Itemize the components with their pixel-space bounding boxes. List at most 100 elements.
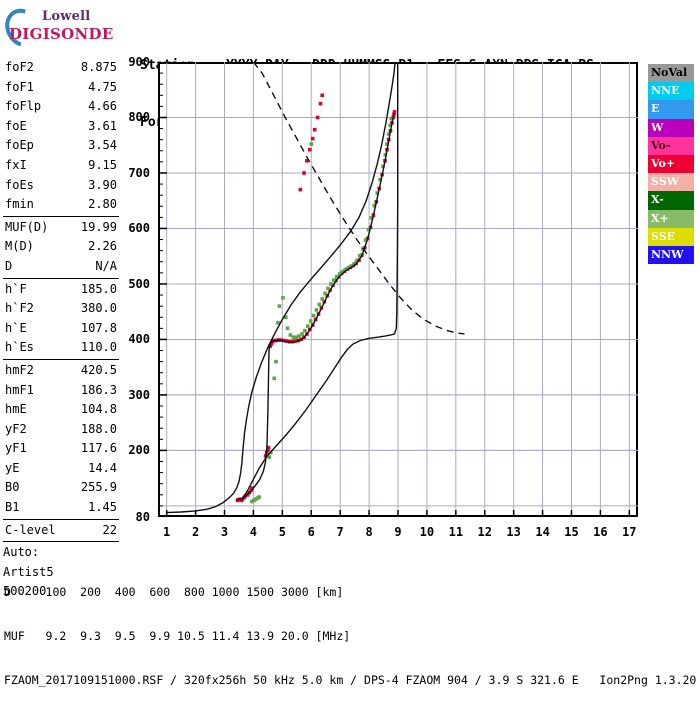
legend-swatch-x[interactable]: X- [648, 191, 694, 210]
param-key: D [5, 258, 13, 273]
param-value: 4.75 [88, 79, 117, 94]
param-auto-line: 500200 [3, 584, 47, 599]
param-key: hmF1 [5, 382, 34, 397]
param-value: 380.0 [80, 301, 117, 316]
param-key: yE [5, 460, 20, 475]
param-row-B1: B1 1.45 [3, 498, 119, 518]
param-value: 3.90 [88, 177, 117, 192]
legend-swatch-w[interactable]: W [648, 118, 694, 137]
param-key: C-level [5, 522, 56, 537]
ionogram-plot-canvas [158, 62, 638, 517]
param-value: 107.8 [80, 320, 117, 335]
param-key: fmin [5, 197, 34, 212]
param-key: M(D) [5, 239, 34, 254]
legend-swatch-noval[interactable]: NoVal [648, 64, 694, 83]
param-row-hF: h`F 185.0 [3, 280, 119, 300]
y-tick-label: 80 [135, 510, 150, 524]
param-value: 186.3 [80, 382, 117, 397]
param-auto-line: Artist5 [3, 564, 54, 579]
legend-swatch-sse[interactable]: SSE [648, 227, 694, 246]
param-key: yF2 [5, 421, 27, 436]
param-key: foF2 [5, 60, 34, 74]
param-value: 22 [102, 522, 117, 537]
param-key: foEp [5, 138, 34, 153]
param-value: 110.0 [80, 340, 117, 355]
param-row-D: D N/A [3, 257, 119, 277]
legend-swatch-nnw[interactable]: NNW [648, 245, 694, 265]
series-muf-3000-dashed-curve [252, 62, 465, 335]
param-value: 19.99 [80, 219, 117, 234]
y-tick-label: 400 [128, 332, 150, 347]
param-row-yE: yE 14.4 [3, 459, 119, 479]
x-tick-label: 8 [365, 525, 373, 539]
y-tick-label: 800 [128, 110, 150, 125]
x-tick-label: 13 [506, 525, 521, 539]
x-tick-label: 12 [477, 525, 492, 539]
param-value: 420.5 [80, 362, 117, 377]
param-auto-line: Auto: [3, 545, 40, 560]
footer-info: D 100 200 400 600 800 1000 1500 3000 [km… [4, 556, 696, 702]
series-o-mode-echoes [235, 93, 397, 503]
footer-muf-row: MUF 9.2 9.3 9.5 9.9 10.5 11.4 13.9 20.0 … [4, 628, 351, 643]
param-value: 117.6 [80, 441, 117, 456]
param-key: foEs [5, 177, 34, 192]
x-tick-label: 17 [622, 525, 637, 539]
param-value: 14.4 [88, 460, 117, 475]
y-tick-label: 300 [128, 387, 150, 402]
param-value: N/A [95, 258, 117, 273]
series-topside-profile [241, 62, 399, 501]
x-tick-label: 1 [163, 525, 171, 539]
param-key: B1 [5, 500, 20, 515]
legend-swatch-vo[interactable]: Vo- [648, 136, 694, 155]
legend-swatch-e[interactable]: E [648, 100, 694, 119]
x-tick-label: 6 [307, 525, 315, 539]
doppler-color-legend: NoVal NNE E W Vo- Vo+ SSW X- X+ SSE NNW [648, 64, 694, 265]
y-tick-label: 200 [128, 443, 150, 458]
param-row-hE: h`E 107.8 [3, 319, 119, 339]
param-row-foEs: foEs 3.90 [3, 176, 119, 196]
param-divider [3, 358, 119, 360]
param-key: foF1 [5, 79, 34, 94]
y-tick-label: 900 [128, 55, 150, 69]
x-tick-label: 11 [448, 525, 464, 539]
param-key: foE [5, 118, 27, 133]
param-key: MUF(D) [5, 219, 49, 234]
param-row-hmF1: hmF1 186.3 [3, 381, 119, 401]
param-value: 3.61 [88, 118, 117, 133]
param-value: 8.875 [80, 60, 117, 74]
param-value: 185.0 [80, 281, 117, 296]
param-key: h`E [5, 320, 27, 335]
param-key: h`F [5, 281, 27, 296]
param-row-foF1: foF1 4.75 [3, 78, 119, 98]
param-value: 2.80 [88, 197, 117, 212]
param-key: B0 [5, 480, 20, 495]
x-tick-label: 2 [191, 525, 200, 539]
footer-distance-row: D 100 200 400 600 800 1000 1500 3000 [km… [4, 585, 344, 600]
y-tick-label: 700 [128, 165, 150, 180]
footer-file-row: FZAOM_2017109151000.RSF / 320fx256h 50 k… [4, 672, 697, 687]
x-tick-label: 10 [419, 525, 435, 539]
param-row-hEs: h`Es 110.0 [3, 338, 119, 358]
param-divider [3, 277, 119, 279]
param-row-fxI: fxI 9.15 [3, 156, 119, 176]
legend-swatch-vo[interactable]: Vo+ [648, 154, 694, 174]
param-value: 255.9 [80, 480, 117, 495]
param-divider [3, 541, 119, 543]
x-tick-label: 7 [336, 525, 344, 539]
logo-digisonde-text: DIGISONDE [9, 25, 114, 43]
x-tick-label: 14 [535, 525, 550, 539]
param-value: 2.26 [88, 239, 117, 254]
legend-swatch-nne[interactable]: NNE [648, 82, 694, 101]
x-tick-label: 5 [278, 525, 286, 539]
param-key: foFlp [5, 99, 42, 114]
param-row-MD: M(D) 2.26 [3, 237, 119, 257]
param-value: 188.0 [80, 421, 117, 436]
param-value: 3.54 [88, 138, 117, 153]
param-row-foEp: foEp 3.54 [3, 136, 119, 156]
logo-lowell-text: Lowell [42, 9, 91, 24]
legend-swatch-x[interactable]: X+ [648, 209, 694, 228]
param-key: h`F2 [5, 301, 34, 316]
legend-swatch-ssw[interactable]: SSW [648, 173, 694, 192]
param-row-yF1: yF1 117.6 [3, 439, 119, 459]
series-electron-density-profile [166, 62, 396, 514]
